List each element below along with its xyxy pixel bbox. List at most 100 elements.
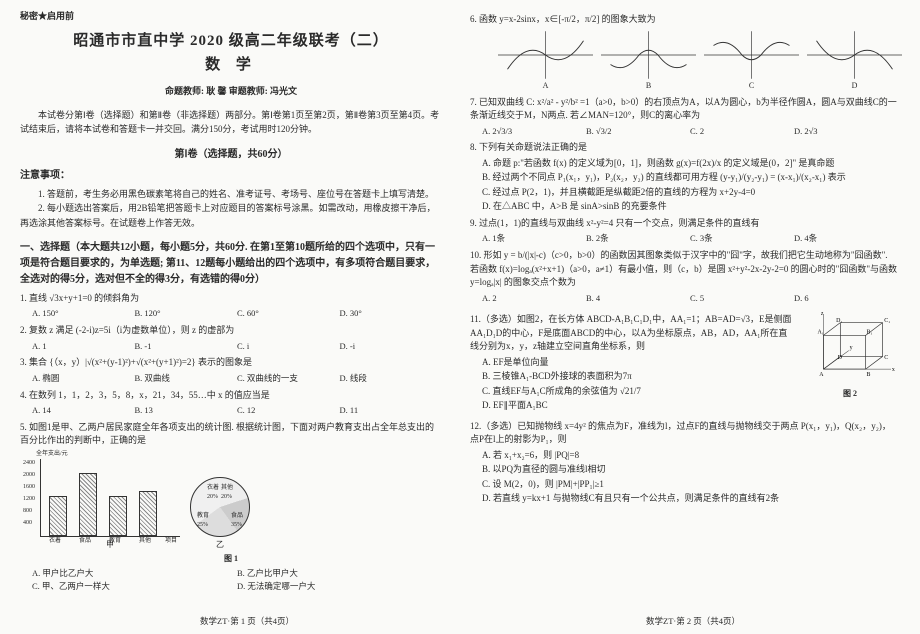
q1-opt-c: C. 60° (237, 307, 340, 320)
pie-lbl: 其他 20% (221, 484, 233, 502)
q11-opt-d: D. EF∥平面A₁BC (470, 399, 796, 413)
footer-right: 数学ZT·第 2 页（共4页） (646, 615, 740, 628)
question-3: 3. 集合 {（x，y）|√(x²+(y-1)²)+√(x²+(y+1)²)=2… (20, 356, 442, 370)
footer-left: 数学ZT·第 1 页（共4页） (200, 615, 294, 628)
pie-lbl: 教育 25% (197, 512, 209, 530)
pie-lbl: 衣着 20% (207, 484, 219, 502)
svg-text:y: y (850, 345, 853, 351)
part-1-heading: 一、选择题（本大题共12小题，每小题5分，共60分. 在第1至第10题所给的四个… (20, 240, 442, 288)
svg-text:A: A (819, 372, 824, 378)
q5-charts: 全年支出/元 2400 2000 1600 1200 800 400 衣着 食品… (40, 450, 442, 551)
bar-3 (109, 496, 127, 536)
wave-c (704, 31, 799, 79)
q8-opt-b: B. 经过两个不同点 P₁(x₁，y₁)，P₂(x₂，y₂) 的直线都可用方程 … (470, 171, 898, 185)
pie-chart-wrap: 其他 20% 衣着 20% 教育 25% 食品 35% 乙 (190, 477, 250, 551)
q2-opt-a: A. 1 (32, 340, 135, 353)
bar-2 (79, 473, 97, 536)
q12-opt-a: A. 若 x₁+x₂=6，则 |PQ|=8 (470, 449, 898, 463)
teachers-line: 命题教师: 耿 馨 审题教师: 冯光文 (20, 85, 442, 99)
q9-options: A. 1条 B. 2条 C. 3条 D. 4条 (470, 232, 898, 245)
bar-4 (139, 491, 157, 536)
exam-page: 秘密★启用前 昭通市市直中学 2020 级高二年级联考（二） 数 学 命题教师:… (0, 0, 920, 634)
q5-opt-d: D. 无法确定哪一户大 (237, 580, 442, 593)
cube-figure: AB CD A₁B₁ C₁D₁ xyz (808, 310, 898, 386)
q3-options: A. 椭圆 B. 双曲线 C. 双曲线的一支 D. 线段 (20, 372, 442, 385)
q9-opt-c: C. 3条 (690, 232, 794, 245)
q3-opt-d: D. 线段 (340, 372, 443, 385)
notice-1: 1. 答题前，考生务必用黑色碳素笔将自己的姓名、准考证号、考场号、座位号在答题卡… (20, 187, 442, 201)
q4-options: A. 14 B. 13 C. 12 D. 11 (20, 404, 442, 417)
q6-graphs: A B C D (498, 31, 898, 92)
pie-lbl: 食品 35% (231, 512, 243, 530)
notice-head: 注意事项： (20, 168, 442, 183)
bar-chart-wrap: 全年支出/元 2400 2000 1600 1200 800 400 衣着 食品… (40, 450, 180, 551)
q11-text-wrap: 11.（多选）如图2，在长方体 ABCD-A₁B₁C₁D₁中，AA₁=1；AB=… (470, 310, 796, 414)
wave-b (601, 31, 696, 79)
question-8: 8. 下列有关命题说法正确的是 (470, 141, 898, 155)
pie-chart: 其他 20% 衣着 20% 教育 25% 食品 35% (190, 477, 250, 537)
xtick: 食品 (79, 537, 91, 546)
q12-opt-d: D. 若直线 y=kx+1 与抛物线C有且只有一个公共点，则满足条件的直线有2条 (470, 492, 898, 506)
q7-opt-b: B. √3/2 (586, 125, 690, 138)
q5-opt-b: B. 乙户比甲户大 (237, 567, 442, 580)
q10-options: A. 2 B. 4 C. 5 D. 6 (470, 292, 898, 305)
question-11: 11.（多选）如图2，在长方体 ABCD-A₁B₁C₁D₁中，AA₁=1；AB=… (470, 313, 796, 354)
q4-opt-c: C. 12 (237, 404, 340, 417)
q1-options: A. 150° B. 120° C. 60° D. 30° (20, 307, 442, 320)
ytick: 2000 (23, 471, 35, 480)
xtick: 项目 (165, 537, 177, 546)
q5-opt-a: A. 甲户比乙户大 (32, 567, 237, 580)
bar-ylabel: 全年支出/元 (36, 450, 180, 459)
q2-options: A. 1 B. -1 C. i D. -i (20, 340, 442, 353)
svg-text:B₁: B₁ (867, 330, 873, 336)
ytick: 2400 (23, 459, 35, 468)
q10-opt-b: B. 4 (586, 292, 690, 305)
question-1: 1. 直线 √3x+y+1=0 的倾斜角为 (20, 292, 442, 306)
q7-opt-d: D. 2√3 (794, 125, 898, 138)
q8-opt-d: D. 在△ABC 中，A>B 是 sinA>sinB 的充要条件 (470, 200, 898, 214)
q9-opt-a: A. 1条 (482, 232, 586, 245)
question-12: 12.（多选）已知抛物线 x=4y² 的焦点为F，准线为l，过点F的直线与抛物线… (470, 420, 898, 447)
q4-opt-d: D. 11 (340, 404, 443, 417)
svg-text:C₁: C₁ (884, 318, 890, 324)
q12-opt-c: C. 设 M(2，0)，则 |PM|+|PP₁|≥1 (470, 478, 898, 492)
question-4: 4. 在数列 1，1，2，3，5，8，x，21，34，55…中 x 的值应当是 (20, 389, 442, 403)
wave-c-wrap: C (704, 31, 799, 92)
ytick: 400 (23, 519, 32, 528)
question-10: 10. 形如 y = b/(|x|-c)（c>0，b>0）的函数因其图象类似于汉… (470, 249, 898, 290)
q9-opt-b: B. 2条 (586, 232, 690, 245)
q3-opt-b: B. 双曲线 (135, 372, 238, 385)
q2-opt-d: D. -i (340, 340, 443, 353)
bar-chart: 2400 2000 1600 1200 800 400 衣着 食品 教育 其他 … (40, 459, 180, 537)
wave-b-wrap: B (601, 31, 696, 92)
q7-options: A. 2√3/3 B. √3/2 C. 2 D. 2√3 (470, 125, 898, 138)
section-1-head: 第Ⅰ卷（选择题，共60分） (20, 147, 442, 162)
q1-opt-d: D. 30° (340, 307, 443, 320)
wave-a-wrap: A (498, 31, 593, 92)
question-2: 2. 复数 z 满足 (-2-i)z=5i（i为虚数单位），则 z 的虚部为 (20, 324, 442, 338)
question-5: 5. 如图1是甲、乙两户居民家庭全年各项支出的统计图. 根据统计图，下面对两户教… (20, 421, 442, 448)
question-6: 6. 函数 y=x-2sinx，x∈[-π/2，π/2] 的图象大致为 (470, 13, 898, 27)
q1-opt-b: B. 120° (135, 307, 238, 320)
q7-opt-a: A. 2√3/3 (482, 125, 586, 138)
pie-caption: 乙 (190, 539, 250, 551)
q1-opt-a: A. 150° (32, 307, 135, 320)
svg-text:D: D (838, 355, 843, 361)
ytick: 1200 (23, 495, 35, 504)
wave-d-wrap: D (807, 31, 902, 92)
fig2-caption: 图 2 (802, 388, 898, 400)
q3-opt-c: C. 双曲线的一支 (237, 372, 340, 385)
intro-text: 本试卷分第Ⅰ卷（选择题）和第Ⅱ卷（非选择题）两部分。第Ⅰ卷第1页至第2页，第Ⅱ卷… (20, 108, 442, 137)
xtick: 其他 (139, 537, 151, 546)
q10-opt-c: C. 5 (690, 292, 794, 305)
svg-text:z: z (821, 311, 824, 317)
wave-b-label: B (601, 80, 696, 92)
q10-opt-d: D. 6 (794, 292, 898, 305)
wave-d-label: D (807, 80, 902, 92)
right-column: 6. 函数 y=x-2sinx，x∈[-π/2，π/2] 的图象大致为 A B … (460, 0, 920, 634)
q3-opt-a: A. 椭圆 (32, 372, 135, 385)
xtick: 教育 (109, 537, 121, 546)
exam-subject: 数 学 (20, 54, 442, 77)
wave-a-label: A (498, 80, 593, 92)
svg-text:B: B (867, 372, 871, 378)
